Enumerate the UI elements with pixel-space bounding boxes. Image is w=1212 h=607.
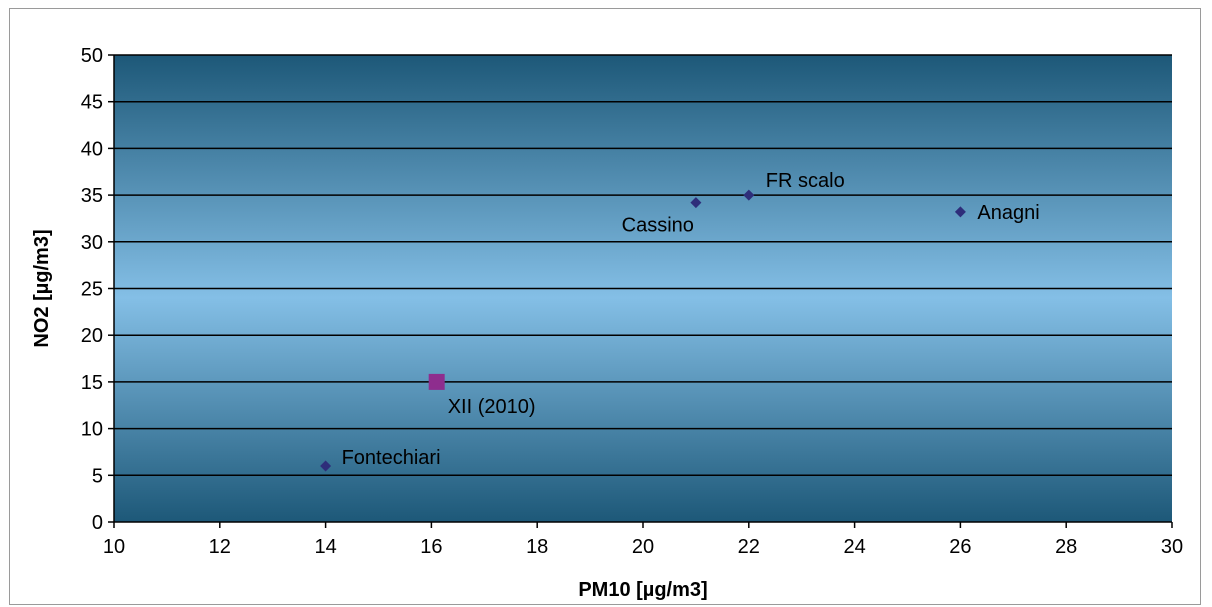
x-tick-label: 22	[738, 536, 760, 558]
y-axis-title: NO2 [µg/m3]	[31, 229, 53, 347]
y-tick-label: 25	[81, 279, 103, 301]
axes	[108, 54, 1173, 528]
point-label: FR scalo	[766, 170, 845, 192]
y-tick-label: 40	[81, 138, 103, 160]
point-label: Fontechiari	[342, 447, 441, 469]
y-tick-label: 45	[81, 92, 103, 114]
chart-frame: 0 5 10 15 20 25 30 35 40 45 50 10 12 14 16 18 20 22 24 26 2…	[9, 8, 1201, 605]
x-tick-label: 18	[526, 536, 548, 558]
x-tick-label: 10	[103, 536, 125, 558]
x-tick-label: 24	[843, 536, 865, 558]
y-tick-label: 10	[81, 419, 103, 441]
point-label: Cassino	[622, 215, 694, 237]
y-tick-label: 30	[81, 232, 103, 254]
scatter-chart: 0 5 10 15 20 25 30 35 40 45 50 10 12 14 16 18 20 22 24 26 2…	[31, 45, 1183, 601]
x-tick-label: 20	[632, 536, 654, 558]
y-tick-label: 35	[81, 185, 103, 207]
x-axis-title: PM10 [µg/m3]	[578, 579, 707, 601]
point-label: Anagni	[977, 202, 1039, 224]
data-point-cassino	[690, 197, 702, 209]
y-tick-label: 50	[81, 45, 103, 67]
y-tick-label: 0	[92, 512, 103, 534]
x-tick-label: 28	[1055, 536, 1077, 558]
y-tick-label: 15	[81, 372, 103, 394]
y-tick-labels: 0 5 10 15 20 25 30 35 40 45 50	[81, 45, 103, 534]
x-tick-label: 30	[1161, 536, 1183, 558]
data-point-fontechiari	[320, 460, 332, 472]
x-tick-label: 16	[420, 536, 442, 558]
point-label: XII (2010)	[448, 396, 536, 418]
gridlines	[114, 54, 1172, 477]
x-tick-label: 14	[314, 536, 336, 558]
x-tick-label: 26	[949, 536, 971, 558]
data-point-fr-scalo	[743, 189, 755, 201]
data-point-anagni	[954, 206, 966, 218]
x-tick-labels: 10 12 14 16 18 20 22 24 26 28 30	[103, 536, 1183, 558]
y-tick-label: 20	[81, 325, 103, 347]
data-points: Fontechiari Cassino FR scalo Anagni XII (201…	[320, 170, 1040, 472]
y-tick-label: 5	[92, 465, 103, 487]
x-tick-label: 12	[209, 536, 231, 558]
data-point-xii-2010	[428, 373, 445, 390]
